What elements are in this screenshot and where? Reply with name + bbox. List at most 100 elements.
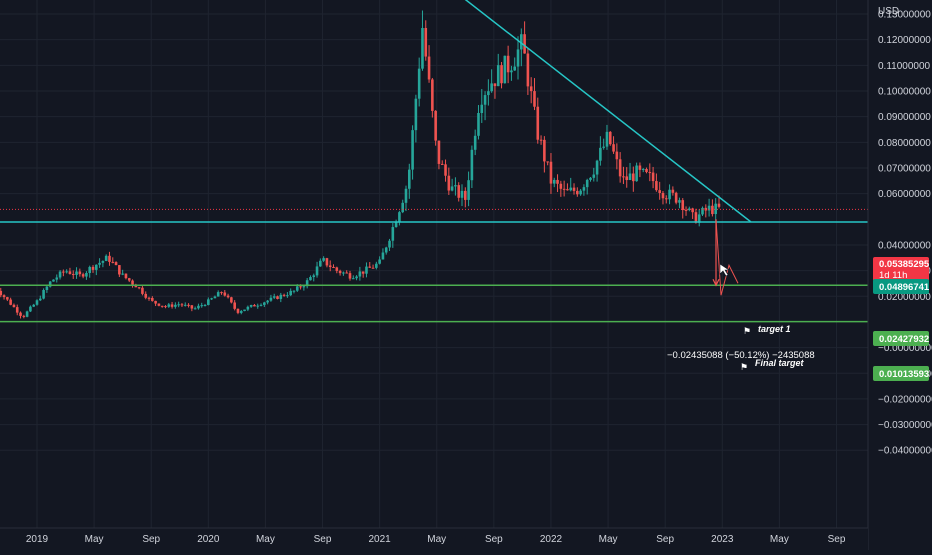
candle-up [200, 302, 204, 308]
candle-up [628, 162, 632, 181]
target1-price-value: 0.02427932 [879, 334, 929, 345]
candle-up [104, 254, 108, 262]
candle-down [529, 77, 533, 104]
candle-up [375, 261, 378, 270]
support-price-label: 0.04896741 [873, 279, 930, 294]
candle-up [599, 136, 602, 166]
x-tick-label: May [770, 534, 789, 545]
candle-up [401, 199, 405, 214]
candle-up [569, 177, 573, 192]
candle-up [595, 159, 599, 182]
candle-down [440, 160, 444, 165]
candle-down [664, 195, 668, 204]
candle-up [483, 91, 487, 121]
candle-up [286, 292, 289, 298]
candle-up [404, 185, 408, 212]
candle-down [276, 295, 279, 300]
x-tick-label: Sep [314, 534, 332, 545]
y-tick-label: 0.10000000 [878, 87, 931, 98]
candle-down [447, 167, 451, 195]
final-target-annotation[interactable]: ⚑ Final target [740, 358, 805, 372]
candle-down [15, 304, 19, 316]
candle-down [345, 270, 348, 274]
candle-down [2, 294, 6, 300]
x-tick-label: Sep [656, 534, 674, 545]
candle-up [319, 258, 322, 267]
target1-annotation[interactable]: ⚑ target 1 [743, 324, 791, 336]
candle-down [190, 305, 194, 312]
candle-down [681, 198, 685, 219]
candle-up [454, 177, 457, 196]
candle-up [398, 210, 401, 226]
candle-down [533, 78, 536, 111]
candle-up [85, 271, 88, 280]
candle-up [355, 275, 358, 281]
candle-up [496, 53, 500, 87]
candle-down [543, 136, 546, 173]
candle-up [421, 10, 424, 71]
candle-down [506, 45, 510, 84]
target1-text: target 1 [758, 324, 791, 334]
candle-up [552, 177, 556, 188]
candle-down [536, 97, 540, 144]
final-target-price-value: 0.01013593 [879, 369, 929, 380]
time-scale-ticks[interactable]: 2019 May Sep 2020 May Sep 2021 May Sep 2022 May Sep… [26, 534, 846, 545]
candle-down [493, 83, 497, 99]
candle-up [305, 278, 309, 289]
x-tick-label: May [85, 534, 104, 545]
candle-up [246, 305, 250, 312]
descending-trendline[interactable] [408, 0, 752, 223]
candle-down [220, 291, 223, 295]
forecast-path[interactable] [715, 219, 739, 296]
candle-down [549, 153, 553, 194]
candle-up [193, 306, 197, 310]
candle-up [48, 281, 52, 288]
time-scale-background [0, 528, 868, 550]
candle-up [697, 209, 701, 227]
candle-down [661, 190, 665, 205]
x-tick-label: Sep [828, 534, 846, 545]
candle-up [450, 178, 454, 192]
candle-down [361, 271, 365, 278]
x-tick-label: May [256, 534, 275, 545]
candle-down [9, 297, 12, 306]
candle-down [562, 180, 566, 197]
candle-down [572, 183, 576, 195]
currency-label: USD [878, 6, 899, 17]
candle-down [464, 187, 467, 208]
candle-up [582, 184, 586, 196]
candle-up [589, 177, 592, 182]
candle-up [312, 273, 316, 282]
final-target-price-label: 0.01013593 [873, 366, 929, 381]
candle-down [674, 191, 678, 205]
y-tick-label: 0.09000000 [878, 112, 931, 123]
candle-down [523, 21, 526, 54]
candle-down [332, 264, 335, 269]
candle-up [378, 256, 381, 265]
x-tick-label: Sep [485, 534, 503, 545]
candle-up [714, 198, 717, 223]
candle-up [477, 105, 480, 140]
candle-up [516, 36, 520, 80]
candle-up [322, 256, 325, 263]
candle-up [490, 69, 493, 93]
candle-up [269, 294, 273, 302]
measure-label: −0.02435088 (−50.12%) −2435088 [667, 350, 815, 361]
y-tick-label: 0.12000000 [878, 35, 931, 46]
candle-down [118, 264, 121, 278]
candle-down [12, 303, 16, 308]
candle-down [114, 261, 118, 266]
candle-up [183, 302, 187, 307]
candle-up [42, 288, 45, 300]
candle-down [618, 152, 622, 183]
candle-up [259, 303, 263, 307]
y-tick-label: 0.02000000 [878, 292, 931, 303]
candle-down [625, 167, 629, 188]
x-tick-label: May [427, 534, 446, 545]
candle-down [648, 163, 652, 182]
candle-down [711, 199, 714, 217]
candle-down [576, 187, 579, 197]
candle-up [470, 145, 474, 189]
